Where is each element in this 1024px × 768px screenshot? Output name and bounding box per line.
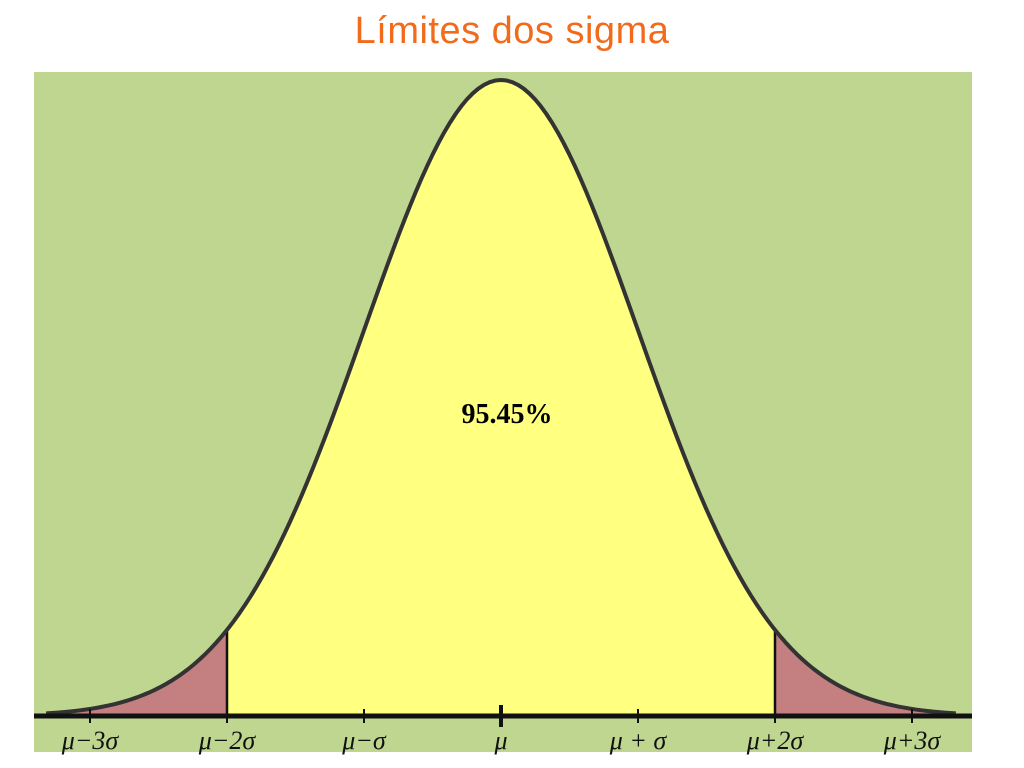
x-tick-label: μ+2σ xyxy=(746,726,805,755)
left-tail-area xyxy=(46,629,227,716)
x-tick-label: μ + σ xyxy=(609,726,668,755)
x-axis-tick-labels: μ−3σ μ−2σ μ−σ μ μ + σ μ+2σ μ+3σ xyxy=(61,726,942,755)
x-axis-ticks xyxy=(89,705,913,727)
x-tick-label: μ−2σ xyxy=(198,726,257,755)
x-tick-label: μ−3σ xyxy=(61,726,120,755)
chart-title: Límites dos sigma xyxy=(354,10,670,52)
normal-curve xyxy=(46,78,956,716)
x-tick-label: μ xyxy=(493,726,507,755)
right-tail-area xyxy=(775,629,956,716)
central-area xyxy=(227,80,775,716)
x-tick-label: μ−σ xyxy=(341,726,387,755)
x-tick-label: μ+3σ xyxy=(883,726,942,755)
central-percentage-label: 95.45% xyxy=(462,399,553,430)
